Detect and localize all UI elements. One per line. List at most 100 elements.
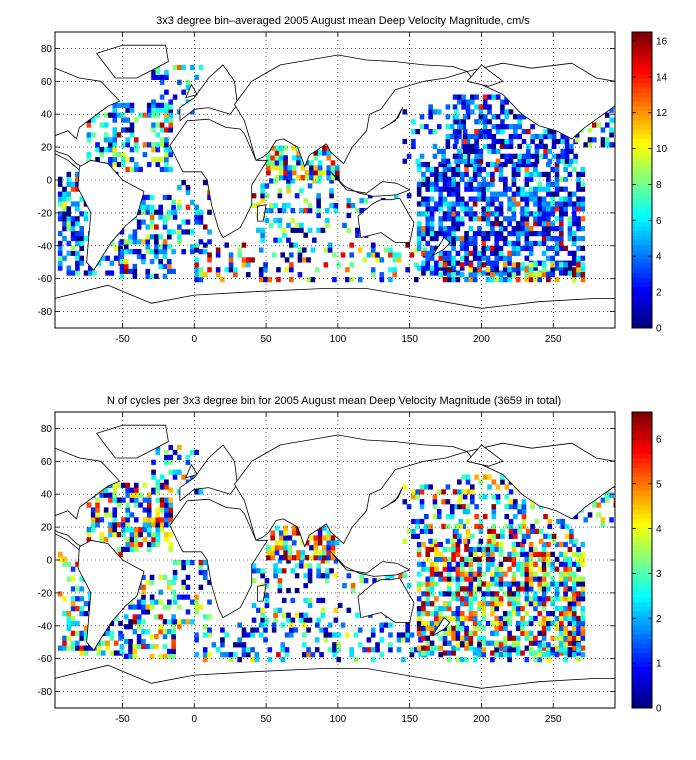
data-bin xyxy=(447,586,452,592)
data-bin xyxy=(291,145,297,151)
data-bin xyxy=(567,235,573,242)
data-bin xyxy=(320,597,326,604)
data-bin xyxy=(306,277,311,283)
data-bin xyxy=(515,240,521,247)
data-bin xyxy=(576,196,581,202)
data-bin xyxy=(151,459,156,465)
data-bin xyxy=(571,606,577,612)
data-bin xyxy=(554,596,560,602)
data-bin xyxy=(472,571,478,577)
data-bin xyxy=(587,127,593,133)
data-bin xyxy=(525,129,531,135)
data-bin xyxy=(129,127,135,133)
data-bin xyxy=(491,513,497,520)
data-bin xyxy=(464,561,469,567)
colorbar-segment xyxy=(632,50,652,56)
data-bin xyxy=(330,175,336,181)
data-bin xyxy=(167,194,172,201)
data-bin xyxy=(474,153,479,159)
data-bin xyxy=(459,255,465,261)
data-bin xyxy=(464,230,469,237)
data-bin xyxy=(477,267,482,273)
data-bin xyxy=(416,211,422,217)
data-bin xyxy=(164,142,169,148)
data-bin xyxy=(528,551,534,558)
data-bin xyxy=(567,601,573,607)
data-bin xyxy=(455,191,461,197)
data-bin xyxy=(155,527,161,533)
data-bin xyxy=(355,227,360,233)
data-bin xyxy=(168,127,174,133)
data-bin xyxy=(75,620,80,627)
colorbar-segment xyxy=(632,318,652,324)
data-bin xyxy=(251,578,257,584)
data-bin xyxy=(194,599,199,605)
data-bin xyxy=(151,74,156,80)
data-bin xyxy=(567,191,573,197)
data-bin xyxy=(459,176,465,182)
data-bin xyxy=(434,206,439,212)
data-bin xyxy=(215,647,221,653)
data-bin xyxy=(75,596,80,602)
data-bin xyxy=(113,245,119,252)
data-bin xyxy=(112,497,118,503)
data-bin xyxy=(333,617,339,623)
data-bin xyxy=(434,556,439,562)
data-bin xyxy=(133,536,139,543)
data-bin xyxy=(299,617,304,623)
data-bin xyxy=(158,624,163,630)
data-bin xyxy=(306,647,311,653)
data-bin xyxy=(326,150,331,156)
y-tick-label: 0 xyxy=(46,176,52,187)
colorbar-segment xyxy=(632,263,652,269)
data-bin xyxy=(162,273,168,279)
data-bin xyxy=(495,114,501,120)
data-bin xyxy=(587,142,593,148)
data-bin xyxy=(554,265,560,271)
data-bin xyxy=(503,186,508,192)
data-bin xyxy=(472,586,478,592)
data-bin xyxy=(185,584,191,590)
data-bin xyxy=(504,504,510,510)
data-bin xyxy=(220,627,225,633)
data-bin xyxy=(254,652,260,658)
colorbar-tick-label: 3 xyxy=(656,569,662,580)
data-bin xyxy=(62,235,67,242)
data-bin xyxy=(472,166,478,173)
data-bin xyxy=(151,474,156,480)
data-bin xyxy=(303,198,309,204)
colorbar-segment xyxy=(632,175,652,181)
data-bin xyxy=(337,602,343,608)
data-bin xyxy=(194,637,199,643)
data-bin xyxy=(462,153,468,159)
data-bin xyxy=(113,650,119,656)
data-bin xyxy=(546,226,551,232)
data-bin xyxy=(112,527,118,533)
y-tick-label: -40 xyxy=(38,241,53,252)
data-bin xyxy=(167,579,172,585)
data-bin xyxy=(280,647,286,653)
data-bin xyxy=(291,540,297,546)
data-bin xyxy=(251,203,257,209)
data-bin xyxy=(108,112,113,118)
data-bin xyxy=(524,630,530,636)
data-bin xyxy=(164,74,169,80)
colorbar-segment xyxy=(632,481,652,487)
data-bin xyxy=(167,209,172,215)
data-bin xyxy=(472,615,478,622)
data-bin xyxy=(287,535,293,541)
data-bin xyxy=(455,201,461,207)
colorbar-segment xyxy=(632,59,652,65)
data-bin xyxy=(283,160,288,166)
data-bin xyxy=(472,161,478,168)
data-bin xyxy=(256,227,261,233)
data-bin xyxy=(326,545,331,551)
data-bin xyxy=(155,74,161,80)
data-bin xyxy=(571,277,577,283)
data-bin xyxy=(550,566,555,572)
data-bin xyxy=(498,226,504,232)
data-bin xyxy=(445,133,451,140)
data-bin xyxy=(429,196,435,202)
colorbar-segment xyxy=(632,620,652,626)
data-bin xyxy=(537,586,543,592)
